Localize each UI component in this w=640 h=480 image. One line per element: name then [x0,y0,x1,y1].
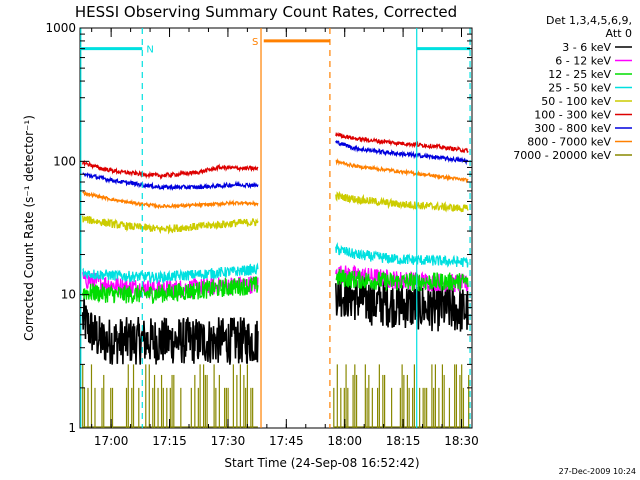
annotation-1: S [252,28,331,428]
legend-label: 3 - 6 keV [562,41,611,54]
x-tick-label: 17:45 [269,434,304,448]
annotation-label: S [252,37,258,48]
series-line [81,297,259,365]
annotation-label: N [146,45,153,56]
y-tick-label: 1 [68,421,76,435]
legend-label: 800 - 7000 keV [527,136,611,149]
chart-title: HESSI Observing Summary Count Rates, Cor… [75,3,457,21]
x-tick-label: 18:30 [444,434,479,448]
series-5 [82,131,469,180]
legend-label: 12 - 25 keV [548,68,611,81]
series-line [335,268,469,292]
series-2 [82,268,469,305]
plot-frame [79,27,473,429]
x-tick-label: 17:15 [152,434,187,448]
series-7 [82,158,469,210]
x-axis-label: Start Time (24-Sep-08 16:52:42) [224,456,419,470]
axes: 1 10 100 1000 17:00 17:15 17:30 17:45 18:00 18:15… [45,21,478,448]
series-line [82,262,259,285]
x-tick-label: 17:00 [94,434,129,448]
series-line [82,172,259,191]
series-4 [82,190,469,235]
legend-label: 50 - 100 keV [541,95,611,108]
y-tick-label: 100 [53,154,76,168]
legend-label: 25 - 50 keV [548,82,611,95]
x-tick-label: 17:30 [211,434,246,448]
y-tick-label: 10 [61,288,76,302]
series-8 [82,364,471,428]
x-tick-label: 18:15 [386,434,421,448]
legend-label: 7000 - 20000 keV [513,149,611,162]
series-line [82,190,259,210]
series-line [335,131,469,154]
legend-label: 6 - 12 keV [555,55,611,68]
plot-content: NS [80,28,471,428]
series-3 [82,242,469,285]
annotation-0: N [80,28,154,428]
series-line [335,190,469,213]
series-line [82,215,259,235]
x-tick-label: 18:00 [327,434,362,448]
y-axis-label: Corrected Count Rate (s⁻¹ detector⁻¹) [22,115,36,341]
series-line [82,276,259,305]
series-line [335,158,469,184]
y-tick-label: 1000 [45,21,76,35]
series-line [335,139,469,166]
legend-label: 300 - 800 keV [534,122,611,135]
legend-label: 100 - 300 keV [534,109,611,122]
legend-header: Att 0 [606,27,632,40]
series-6 [82,139,469,191]
series-line [82,159,259,180]
footer-date: 27-Dec-2009 10:24 [559,467,636,476]
legend-header: Det 1,3,4,5,6,9, [546,14,632,27]
annotation-2 [80,28,471,428]
series-line [335,242,469,268]
